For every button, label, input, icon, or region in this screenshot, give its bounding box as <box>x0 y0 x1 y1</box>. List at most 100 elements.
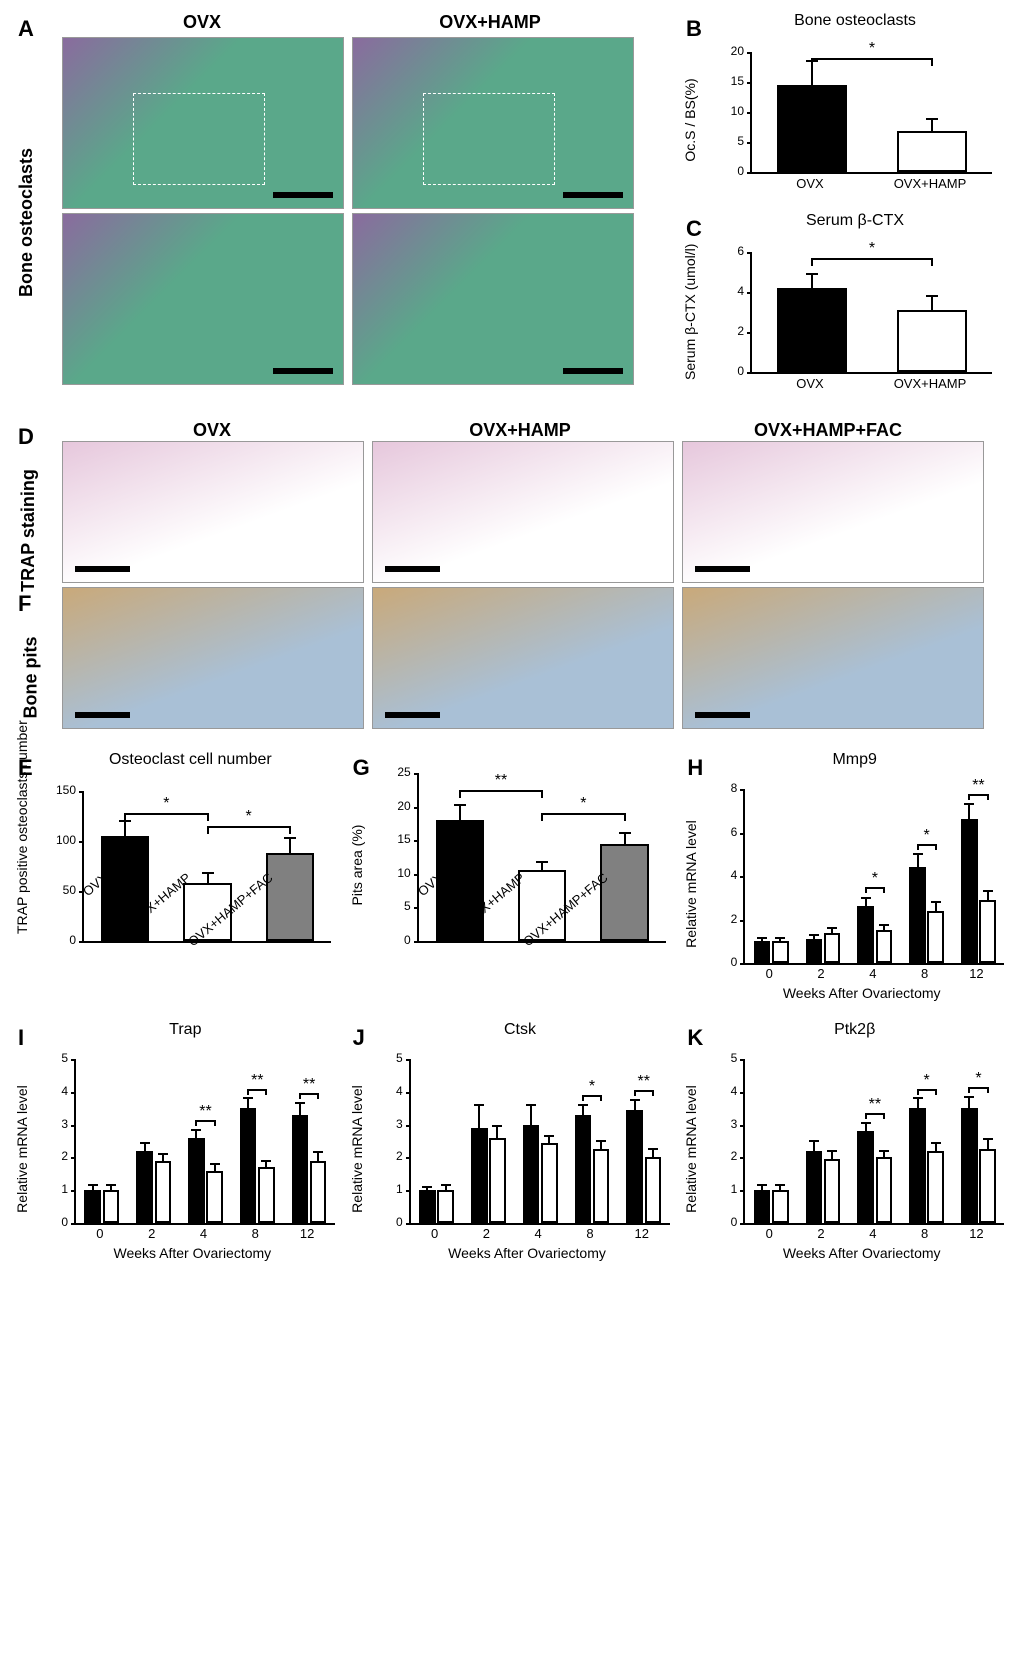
ytick: 2 <box>44 1149 68 1163</box>
chart-title: Ptk2β <box>701 1021 1008 1039</box>
ylabel: Oc.S / BS(%) <box>682 60 698 180</box>
ytick: 8 <box>713 781 737 795</box>
panel-BC-column: BBone osteoclasts*05101520Oc.S / BS(%)OV… <box>680 12 1000 402</box>
ytick: 3 <box>379 1117 403 1131</box>
bar <box>593 1149 610 1223</box>
xlabel: OVX <box>760 176 860 191</box>
significance-marker: ** <box>297 1076 321 1094</box>
bar <box>927 911 944 963</box>
ylabel: Relative mRNA level <box>14 1079 30 1219</box>
bar <box>206 1171 223 1223</box>
micrograph-image <box>62 587 364 729</box>
xtick: 8 <box>572 1226 608 1241</box>
ytick: 0 <box>383 933 411 947</box>
ylabel: Relative mRNA level <box>349 1079 365 1219</box>
bar <box>541 1143 558 1223</box>
bar <box>772 1190 789 1223</box>
ytick: 15 <box>716 74 744 88</box>
bar <box>824 1159 841 1223</box>
significance-marker: * <box>156 795 176 813</box>
bar <box>292 1115 309 1223</box>
significance-marker: * <box>966 1070 990 1088</box>
histology-image <box>62 37 344 209</box>
ytick: 3 <box>713 1117 737 1131</box>
ytick: 0 <box>713 955 737 969</box>
micrograph-image <box>372 441 674 583</box>
significance-marker: ** <box>245 1072 269 1090</box>
xlabel: OVX <box>760 376 860 391</box>
significance-marker: ** <box>966 777 990 795</box>
ytick: 0 <box>716 164 744 178</box>
panel-D-col1: OVX+HAMP <box>370 420 670 441</box>
ytick: 10 <box>716 104 744 118</box>
ytick: 6 <box>716 244 744 258</box>
ytick: 10 <box>383 866 411 880</box>
chart-title: Ctsk <box>367 1021 674 1039</box>
panel-D-col2: OVX+HAMP+FAC <box>678 420 978 441</box>
ylabel: Serum β-CTX (umol/l) <box>682 260 698 380</box>
significance-marker: * <box>862 240 882 258</box>
bar <box>777 85 848 172</box>
ytick: 6 <box>713 825 737 839</box>
ytick: 5 <box>716 134 744 148</box>
bar <box>772 941 789 963</box>
bar <box>310 1161 327 1223</box>
ytick: 5 <box>379 1051 403 1065</box>
xtick: 4 <box>855 966 891 981</box>
panel-label: I <box>18 1025 24 1051</box>
xtick: 4 <box>520 1226 556 1241</box>
xtick: 12 <box>958 1226 994 1241</box>
significance-marker: * <box>239 808 259 826</box>
ylabel: Pits area (%) <box>349 805 365 925</box>
xtick: 4 <box>186 1226 222 1241</box>
ytick: 4 <box>713 868 737 882</box>
panel-A-label: A <box>18 16 34 42</box>
chart-title: Mmp9 <box>701 751 1008 769</box>
ytick: 0 <box>48 933 76 947</box>
micrograph-image <box>62 441 364 583</box>
xtick: 12 <box>289 1226 325 1241</box>
chart-title: Serum β-CTX <box>710 212 1000 230</box>
ytick: 2 <box>713 912 737 926</box>
bar <box>806 1151 823 1223</box>
chart-I: ITrap******012345Relative mRNA level0248… <box>12 1021 339 1271</box>
bar <box>909 867 926 963</box>
bar <box>645 1157 662 1223</box>
bar <box>489 1138 506 1223</box>
bar <box>437 1190 454 1223</box>
bar <box>824 933 841 963</box>
ytick: 20 <box>383 799 411 813</box>
bar <box>857 1131 874 1223</box>
significance-marker: * <box>863 870 887 888</box>
bar <box>961 819 978 963</box>
chart-H: HMmp9****02468Relative mRNA level024812W… <box>681 751 1008 1011</box>
chart-title: Osteoclast cell number <box>42 751 339 769</box>
ytick: 1 <box>44 1182 68 1196</box>
xtick: 2 <box>134 1226 170 1241</box>
panel-label: K <box>687 1025 703 1051</box>
panel-label: H <box>687 755 703 781</box>
bar <box>876 1157 893 1223</box>
ylabel: Relative mRNA level <box>683 814 699 954</box>
bar <box>575 1115 592 1223</box>
panel-A-rowlabel: Bone osteoclasts <box>16 148 37 297</box>
ytick: 2 <box>713 1149 737 1163</box>
micrograph-image <box>372 587 674 729</box>
histology-image <box>352 37 634 209</box>
significance-marker: * <box>862 40 882 58</box>
xaxis-title: Weeks After Ovariectomy <box>783 1245 941 1261</box>
ytick: 0 <box>379 1215 403 1229</box>
significance-marker: ** <box>194 1103 218 1121</box>
significance-marker: ** <box>863 1096 887 1114</box>
bar <box>927 1151 944 1223</box>
xtick: 2 <box>803 1226 839 1241</box>
panel-A-col0: OVX <box>62 12 342 33</box>
chart-J: JCtsk***012345Relative mRNA level024812W… <box>347 1021 674 1271</box>
xtick: 2 <box>803 966 839 981</box>
bar <box>979 1149 996 1223</box>
significance-marker: * <box>915 1072 939 1090</box>
bar <box>979 900 996 963</box>
xtick: 0 <box>751 1226 787 1241</box>
significance-marker: * <box>580 1078 604 1096</box>
ytick: 15 <box>383 832 411 846</box>
